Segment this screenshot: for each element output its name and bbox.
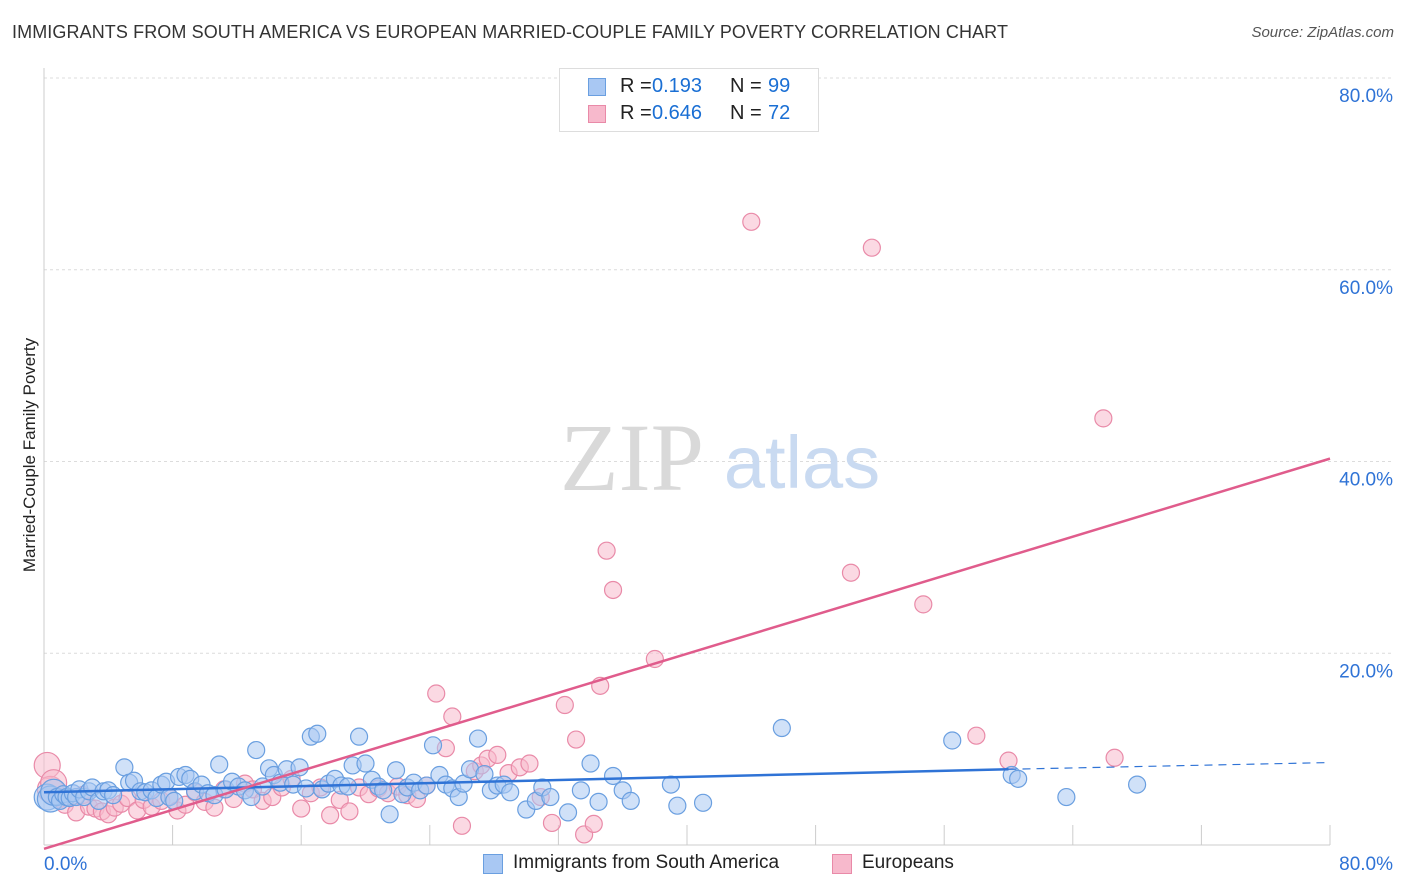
south-america-point — [501, 783, 520, 802]
watermark-atlas: atlas — [724, 421, 880, 504]
legend-n-value: 99 — [768, 75, 791, 97]
south-america-point — [571, 781, 591, 800]
x-tick-label-max: 80.0% — [1339, 854, 1393, 875]
trend-lines — [43, 457, 1331, 851]
axis-ticks: 20.0% 40.0% 60.0% 80.0% 0.0% 80.0% — [44, 86, 1393, 875]
europeans-point — [1094, 409, 1113, 428]
europeans-point — [584, 814, 603, 834]
europeans-point — [520, 754, 539, 773]
europeans-point — [742, 212, 761, 231]
south-america-point — [621, 791, 640, 810]
europeans-point — [603, 580, 623, 600]
y-tick-label: 80.0% — [1339, 86, 1393, 107]
europeans-point — [555, 695, 574, 715]
bottom-legend-swatch-pink — [832, 854, 852, 874]
source-note: Source: ZipAtlas.com — [1251, 24, 1394, 41]
south-america-point — [668, 796, 687, 815]
south-america-point — [558, 803, 578, 822]
y-tick-label: 60.0% — [1339, 278, 1393, 299]
bottom-legend-swatch-blue — [483, 854, 503, 874]
watermark-zip: ZIP — [560, 404, 704, 511]
legend-r-label: R = — [620, 75, 652, 97]
europeans-point — [566, 730, 586, 749]
europeans-point — [292, 799, 311, 818]
south-america-point — [772, 718, 791, 738]
europeans-point — [340, 802, 359, 821]
grid — [43, 68, 1392, 846]
europeans-points — [33, 212, 1124, 844]
europeans-point — [841, 563, 861, 582]
chart-title: IMMIGRANTS FROM SOUTH AMERICA VS EUROPEA… — [12, 22, 1009, 42]
europeans-point — [542, 813, 562, 833]
watermark: ZIP atlas — [560, 404, 880, 511]
south-america-point — [374, 781, 393, 800]
y-tick-label: 40.0% — [1339, 470, 1393, 491]
south-america-point — [296, 779, 316, 798]
y-tick-label: 20.0% — [1339, 661, 1393, 682]
europeans-point — [488, 745, 507, 764]
south-america-point — [1057, 787, 1076, 807]
europeans-trend-line — [43, 457, 1331, 851]
south-america-point — [349, 727, 369, 746]
legend-swatch-blue — [588, 78, 606, 96]
south-america-point — [581, 754, 600, 773]
south-america-point — [417, 776, 436, 795]
south-america-point — [589, 792, 608, 811]
south-america-point — [943, 731, 962, 750]
legend-n-label: N = — [730, 75, 762, 97]
legend-r-value: 0.646 — [652, 102, 703, 124]
x-tick-label-min: 0.0% — [44, 854, 87, 875]
south-america-point — [386, 761, 406, 780]
south-america-trend-extension — [1008, 761, 1331, 770]
south-america-point — [1009, 769, 1028, 788]
south-america-point — [338, 777, 357, 796]
bottom-legend-label: Immigrants from South America — [513, 852, 780, 873]
south-america-point — [541, 787, 560, 807]
legend-swatch-pink — [588, 105, 606, 123]
legend-n-value: 72 — [768, 102, 791, 124]
south-america-point — [356, 754, 375, 773]
south-america-point — [380, 805, 399, 824]
europeans-point — [1105, 748, 1124, 767]
south-america-point — [603, 766, 623, 786]
south-america-point — [247, 740, 266, 760]
europeans-point — [427, 684, 446, 703]
europeans-point — [862, 238, 881, 257]
europeans-point — [914, 595, 933, 614]
stats-legend: R = 0.193 N = 99 R = 0.646 N = 72 — [559, 68, 819, 132]
south-america-point — [210, 755, 229, 774]
south-america-point — [104, 786, 123, 805]
europeans-point — [321, 806, 340, 825]
south-america-point — [468, 729, 488, 748]
legend-r-value: 0.193 — [652, 75, 703, 97]
south-america-point — [1127, 775, 1147, 794]
europeans-point — [967, 726, 986, 745]
europeans-point — [597, 541, 616, 560]
south-america-point — [423, 736, 443, 755]
legend-n-label: N = — [730, 102, 762, 124]
south-america-trend-line — [43, 768, 1009, 794]
south-america-point — [308, 724, 327, 743]
bottom-legend-label: Europeans — [862, 852, 954, 873]
europeans-point — [452, 816, 472, 835]
south-america-point — [693, 793, 713, 812]
legend-r-label: R = — [620, 102, 652, 124]
